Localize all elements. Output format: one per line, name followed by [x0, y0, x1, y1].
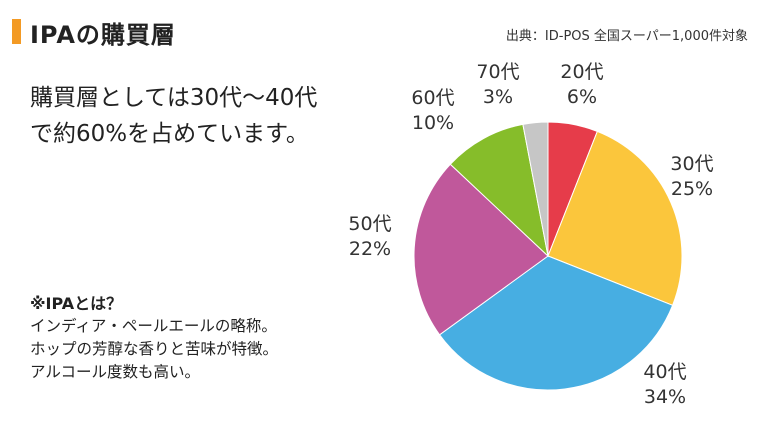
slice-category-label: 30代 — [670, 153, 713, 175]
slice-category-label: 40代 — [643, 361, 686, 383]
slice-value-label: 3% — [483, 86, 513, 108]
ipa-note: ※IPAとは？ インディア・ペールエールの略称。 ホップの芳醇な香りと苦味が特徴… — [30, 292, 278, 384]
header-accent-bar — [12, 19, 21, 44]
note-line: アルコール度数も高い。 — [30, 363, 201, 381]
slice-value-label: 10% — [412, 112, 454, 134]
pie-slices — [413, 121, 683, 391]
pie-slice-60代 — [449, 123, 549, 258]
pie-slice-70代 — [522, 121, 549, 257]
pie-slice-50代 — [413, 163, 549, 336]
pie-labels: 20代 6% 30代 25% 40代 34% 50代 22% 60代 10% 70代 3% — [348, 61, 713, 408]
slice-category-label: 50代 — [348, 213, 391, 235]
note-line: インディア・ペールエールの略称。 — [30, 317, 277, 335]
summary-line: 購買層としては30代〜40代 — [30, 85, 318, 111]
slice-value-label: 6% — [567, 86, 597, 108]
page-title: IPAの購買層 — [30, 21, 176, 49]
summary-line: で約60%を占めています。 — [30, 121, 309, 147]
summary-text: 購買層としては30代〜40代 で約60%を占めています。 — [30, 80, 317, 152]
slice-value-label: 22% — [349, 238, 391, 260]
pie-slice-40代 — [438, 255, 674, 391]
source-note: 出典：ID-POS 全国スーパー1,000件対象 — [505, 29, 748, 44]
slice-category-label: 20代 — [560, 61, 603, 83]
slice-value-label: 34% — [644, 386, 686, 408]
note-title: ※IPAとは？ — [30, 294, 123, 313]
pie-slice-30代 — [547, 130, 683, 306]
slice-category-label: 70代 — [476, 61, 519, 83]
note-line: ホップの芳醇な香りと苦味が特徴。 — [30, 340, 279, 358]
slice-value-label: 25% — [671, 178, 713, 200]
slice-category-label: 60代 — [411, 87, 454, 109]
